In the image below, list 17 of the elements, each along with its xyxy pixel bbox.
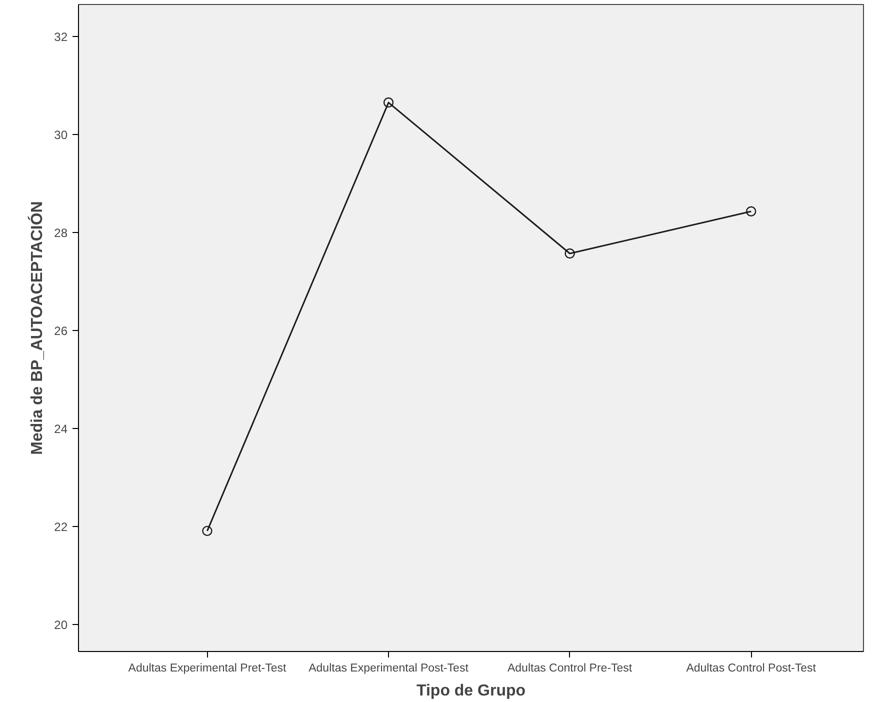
point — [746, 206, 756, 216]
y-tick-label: 30 — [54, 128, 68, 142]
y-axis-title: Media de BP_AUTOACEPTACIÓN — [27, 201, 46, 455]
y-tick-label: 26 — [54, 324, 68, 338]
y-tick-label: 20 — [54, 618, 68, 632]
point — [383, 97, 394, 108]
x-tick-label: Adultas Control Pre-Test — [507, 662, 633, 674]
x-tick-label: Adultas Experimental Post-Test — [308, 662, 470, 674]
y-tick-label: 32 — [54, 30, 68, 44]
x-tick-label: Adultas Experimental Pret-Test — [128, 662, 287, 674]
point — [564, 248, 575, 259]
x-axis-title: Tipo de Grupo — [416, 682, 526, 700]
y-tick-label: 28 — [54, 226, 68, 240]
point — [202, 526, 212, 536]
x-tick-label: Adultas Control Post-Test — [686, 662, 817, 674]
y-tick-label: 24 — [54, 422, 68, 436]
y-tick-label: 22 — [54, 520, 68, 534]
